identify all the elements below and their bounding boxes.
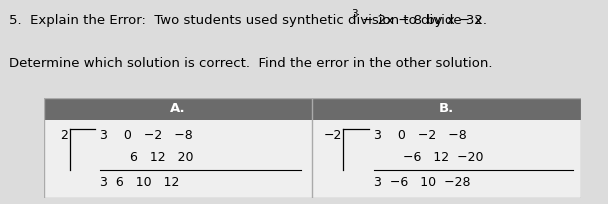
Text: A.: A. [170,102,186,115]
Text: 6   12   20: 6 12 20 [130,151,193,164]
Text: B.: B. [439,102,454,115]
Text: 3  6   10   12: 3 6 10 12 [100,176,179,189]
Text: 3  −6   10  −28: 3 −6 10 −28 [374,176,471,189]
Text: − 2x − 8 by x − 2.: − 2x − 8 by x − 2. [358,14,486,27]
Text: Determine which solution is correct.  Find the error in the other solution.: Determine which solution is correct. Fin… [9,57,492,70]
Text: 3    0   −2   −8: 3 0 −2 −8 [100,129,193,142]
FancyBboxPatch shape [44,120,313,198]
Text: 3    0   −2   −8: 3 0 −2 −8 [374,129,467,142]
Text: 3: 3 [351,9,358,19]
FancyBboxPatch shape [313,98,581,120]
Text: −6   12  −20: −6 12 −20 [404,151,484,164]
Text: 5.  Explain the Error:  Two students used synthetic division to divide 3x: 5. Explain the Error: Two students used … [9,14,482,27]
Text: 2: 2 [60,129,68,142]
FancyBboxPatch shape [44,98,313,120]
FancyBboxPatch shape [313,120,581,198]
Text: −2: −2 [323,129,342,142]
